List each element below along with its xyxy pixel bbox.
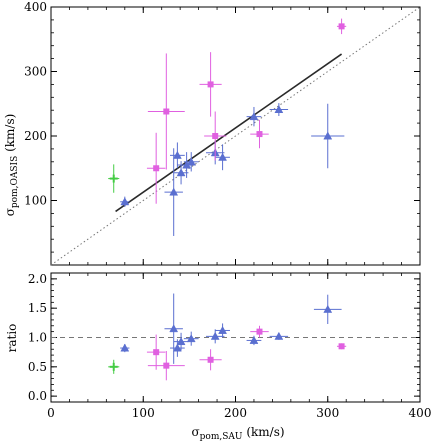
bottom-x-tick-label: 0 [47,406,55,420]
triangle-marker [172,343,182,352]
top-data-point-triangle [215,144,230,171]
top-panel: 100 200 300 400 [24,0,421,266]
bottom-data-point-triangle [313,294,342,325]
top-data-point-square [147,53,185,170]
square-marker [207,81,214,88]
triangle-marker [218,325,228,334]
triangle-marker [274,331,284,340]
triangle-marker [323,304,333,313]
bottom-data-point-triangle [205,329,225,344]
bottom-y-tick-label: 1.0 [28,331,47,345]
top-data-point-triangle [269,103,289,117]
square-marker [256,131,263,138]
square-marker [207,356,214,363]
triangle-marker [218,152,228,161]
triangle-marker [169,187,179,196]
bottom-panel: 0 100 200 300 400 0.0 0.5 1.0 1.5 2.0 [28,272,432,420]
bottom-data-point-square [199,349,222,371]
square-marker [338,23,345,30]
top-y-tick-label: 400 [24,0,47,14]
top-data-point-square [204,111,227,161]
triangle-marker [249,335,259,344]
bottom-data-point-triangle [173,332,189,351]
bottom-data-point-square [147,350,185,381]
bottom-data-point-triangle [183,331,199,346]
top-y-tick-label: 100 [24,194,47,208]
top-data-point-square [199,52,222,117]
bottom-y-tick-label: 0.0 [28,389,47,403]
bottom-data-point-square [146,334,166,370]
bottom-x-tick-label: 400 [409,406,432,420]
square-marker [212,133,219,139]
top-data-point-square [146,132,166,204]
bottom-x-tick-label: 300 [316,406,339,420]
top-data-point-triangle [311,103,345,169]
square-marker [338,343,345,350]
triangle-marker [120,343,130,352]
top-y-tick-label: 200 [24,129,47,143]
top-data-point-triangle [170,142,185,169]
triangle-marker [210,331,220,340]
top-data-point-triangle [120,196,130,207]
triangle-marker [120,197,130,206]
square-marker [153,349,160,356]
x-axis-label: σpom,SAU (km/s) [191,425,284,442]
bottom-data-point-triangle [269,331,289,340]
bottom-data-point-square [336,343,347,350]
bottom-y-tick-label: 1.5 [28,301,47,315]
square-marker [256,328,263,335]
top-data-point-triangle [183,152,199,172]
triangle-marker [186,334,196,343]
bottom-data-point-triangle [246,335,262,346]
top-reference-line [50,6,421,266]
top-data-point-cross [108,164,120,193]
top-fit-line [115,53,343,213]
bottom-data-point-square [250,325,269,338]
square-marker [163,362,170,369]
bottom-data-point-cross [108,359,120,374]
triangle-marker [176,337,186,346]
bottom-y-tick-label: 2.0 [28,272,47,286]
top-data-point-square [336,18,347,35]
bottom-data-point-triangle [170,339,185,357]
y-axis-label-top: σpom,OASIS (km/s) [3,114,20,217]
top-data-point-square [250,119,269,149]
bottom-y-tick-label: 0.5 [28,360,47,374]
bottom-x-tick-label: 100 [132,406,155,420]
top-y-tick-label: 300 [24,65,47,79]
triangle-marker [186,157,196,166]
triangle-marker [274,105,284,114]
top-data-point-triangle [164,148,183,236]
bottom-x-tick-label: 200 [224,406,247,420]
bottom-data-point-triangle [215,323,230,338]
square-marker [153,165,160,172]
triangle-marker [172,150,182,159]
top-data-point-triangle [246,106,262,127]
triangle-marker [169,324,179,333]
bottom-data-point-triangle [164,293,183,364]
square-marker [163,108,170,115]
triangle-marker [323,131,333,140]
y-axis-label-bottom: ratio [5,324,19,353]
triangle-marker [176,168,186,177]
bottom-data-point-triangle [120,343,130,353]
triangle-marker [249,112,259,121]
